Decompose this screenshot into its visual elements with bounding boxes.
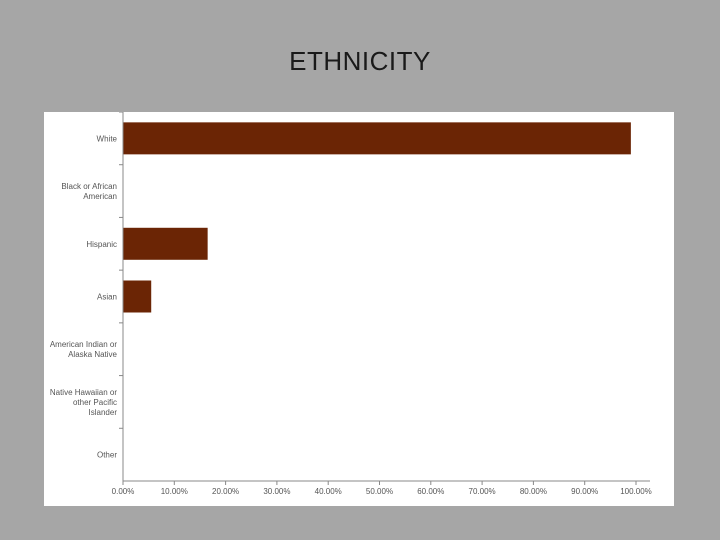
x-tick-label: 30.00%: [263, 487, 290, 496]
x-tick-label: 10.00%: [161, 487, 188, 496]
chart-panel: White Black or African American Hispanic Asi…: [44, 112, 674, 506]
x-tick-label: 70.00%: [469, 487, 496, 496]
bar-2: [123, 227, 208, 260]
slide-title: ETHNICITY: [289, 46, 431, 76]
category-label: American Indian or Alaska Native: [50, 340, 118, 359]
x-tick-label: 100.00%: [620, 487, 652, 496]
x-tick-label: 80.00%: [520, 487, 547, 496]
x-tick-label: 0.00%: [112, 487, 135, 496]
category-label: Native Hawaiian or other Pacific Islander: [50, 388, 117, 417]
x-tick-label: 40.00%: [315, 487, 342, 496]
category-label: Hispanic: [86, 240, 117, 249]
category-label: Black or African American: [61, 182, 117, 201]
x-tick-label: 20.00%: [212, 487, 239, 496]
x-tick-label: 50.00%: [366, 487, 393, 496]
category-label: Asian: [97, 293, 117, 302]
category-label: Other: [97, 451, 117, 460]
x-tick-label: 90.00%: [571, 487, 598, 496]
ethnicity-bar-chart: White Black or African American Hispanic Asi…: [50, 112, 652, 496]
bar-3: [123, 280, 152, 313]
bar-0: [123, 122, 631, 155]
category-label: White: [97, 134, 118, 143]
x-tick-label: 60.00%: [417, 487, 444, 496]
